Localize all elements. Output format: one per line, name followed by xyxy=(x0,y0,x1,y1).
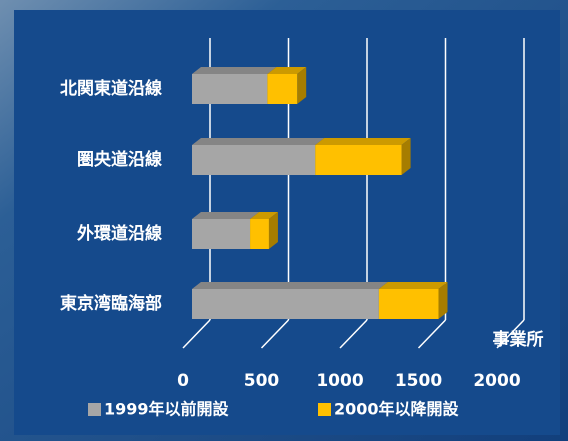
x-tick-label: 1000 xyxy=(316,371,363,391)
bar xyxy=(250,219,269,249)
category-label: 外環道沿線 xyxy=(77,223,162,244)
x-tick-label: 1500 xyxy=(395,371,442,391)
category-label: 東京湾臨海部 xyxy=(60,293,162,314)
bar-top-face xyxy=(192,282,388,289)
bar xyxy=(192,145,316,175)
bar xyxy=(315,145,402,175)
bar-side-face xyxy=(438,282,448,319)
bar xyxy=(378,289,439,319)
bar xyxy=(192,289,379,319)
bar-top-face xyxy=(192,138,325,145)
unit-label: 事業所 xyxy=(493,329,544,350)
bar xyxy=(267,74,298,104)
bar-top-face xyxy=(192,67,277,74)
x-tick-label: 2000 xyxy=(473,371,520,391)
bar-side-face xyxy=(401,138,411,175)
x-tick-label: 0 xyxy=(177,371,189,391)
bar-top-face xyxy=(250,212,278,219)
grid-floor-line xyxy=(339,319,368,349)
bar-side-face xyxy=(297,67,307,104)
legend-label: 2000年以降開設 xyxy=(334,400,460,419)
grid-floor-line xyxy=(182,319,211,349)
bar-top-face xyxy=(192,212,260,219)
bar-side-face xyxy=(268,212,278,249)
legend-swatch xyxy=(318,403,331,416)
grid-floor-line xyxy=(260,319,290,349)
category-label: 北関東道沿線 xyxy=(60,78,162,99)
legend-swatch xyxy=(88,403,101,416)
grid-floor-line xyxy=(496,319,525,349)
bar xyxy=(192,219,251,249)
bar-top-face xyxy=(315,138,411,145)
grid-floor-line xyxy=(417,319,447,349)
x-tick-label: 500 xyxy=(244,371,280,391)
bar-top-face xyxy=(267,67,307,74)
legend-label: 1999年以前開設 xyxy=(104,400,230,419)
bar-top-face xyxy=(378,282,448,289)
category-label: 圏央道沿線 xyxy=(77,149,162,170)
bar xyxy=(192,74,268,104)
